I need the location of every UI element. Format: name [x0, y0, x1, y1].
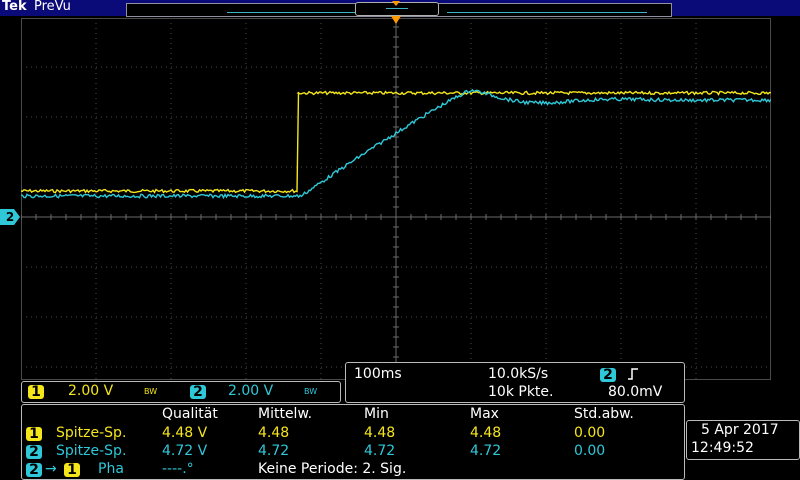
header-std: Std.abw.	[574, 406, 634, 422]
record-length: 10k Pkte.	[488, 384, 554, 400]
header-mean: Mittelw.	[258, 406, 313, 422]
record-view-trace	[386, 8, 408, 9]
meas1-value: 4.48 V	[162, 425, 208, 441]
meas2-value: 4.72 V	[162, 443, 208, 459]
ch1-badge[interactable]: 1	[28, 385, 44, 399]
record-trace-left	[227, 12, 357, 13]
ch1-trace	[20, 90, 772, 194]
phase-note: Keine Periode: 2. Sig.	[258, 461, 407, 477]
acquisition-mode: PreVu	[34, 0, 71, 14]
ch2-trace	[20, 88, 772, 200]
ch2-ground-marker[interactable]: 2	[0, 209, 20, 225]
meas1-label[interactable]: Spitze-Sp.	[56, 425, 127, 441]
brand-logo: Tek	[2, 0, 27, 14]
sample-rate: 10.0kS/s	[488, 366, 549, 382]
record-trace-right	[447, 12, 647, 13]
meas1-badge[interactable]: 1	[26, 427, 42, 441]
meas1-max: 4.48	[470, 425, 502, 441]
rising-edge-icon	[626, 367, 640, 381]
ch1-scale[interactable]: 2.00 V	[68, 383, 114, 399]
header-quality: Qualität	[162, 406, 218, 422]
trigger-level[interactable]: 80.0mV	[608, 384, 663, 400]
header-max: Max	[470, 406, 499, 422]
phase-ch-a-badge[interactable]: 2	[26, 463, 42, 477]
ch2-scale[interactable]: 2.00 V	[228, 383, 274, 399]
waveform-graticule	[20, 18, 772, 380]
trigger-source-badge[interactable]: 2	[600, 368, 616, 382]
meas2-max: 4.72	[470, 443, 502, 459]
time: 12:49:52	[691, 440, 754, 456]
header-min: Min	[364, 406, 389, 422]
channel-scale-box: 1 2.00 V BW 2 2.00 V BW	[21, 381, 341, 403]
meas2-std: 0.00	[574, 443, 606, 459]
meas1-mean: 4.48	[258, 425, 290, 441]
phase-label[interactable]: Pha	[98, 461, 124, 477]
phase-value: ----.°	[162, 461, 194, 477]
date: 5 Apr 2017	[701, 422, 779, 438]
meas2-mean: 4.72	[258, 443, 290, 459]
meas2-min: 4.72	[364, 443, 396, 459]
trigger-position-icon[interactable]	[391, 16, 401, 24]
status-bar: Tek PreVu	[0, 0, 800, 17]
phase-ch-b-badge[interactable]: 1	[64, 463, 80, 477]
measurements-panel: Qualität Mittelw. Min Max Std.abw. 1 Spi…	[21, 404, 685, 480]
record-trigger-icon	[392, 1, 400, 6]
phase-arrow-icon: →	[45, 461, 57, 477]
horizontal-scale[interactable]: 100ms	[354, 366, 402, 382]
ch1-bw-icon: BW	[144, 387, 158, 396]
meas1-min: 4.48	[364, 425, 396, 441]
datetime-box: 5 Apr 2017 12:49:52	[686, 420, 800, 460]
waveform-display[interactable]	[20, 18, 772, 380]
timebase-box: 100ms 10.0kS/s 10k Pkte. 2 80.0mV	[345, 362, 685, 403]
ch2-badge[interactable]: 2	[190, 385, 206, 399]
meas1-std: 0.00	[574, 425, 606, 441]
meas2-label[interactable]: Spitze-Sp.	[56, 443, 127, 459]
ch2-bw-icon: BW	[304, 387, 318, 396]
meas2-badge[interactable]: 2	[26, 445, 42, 459]
